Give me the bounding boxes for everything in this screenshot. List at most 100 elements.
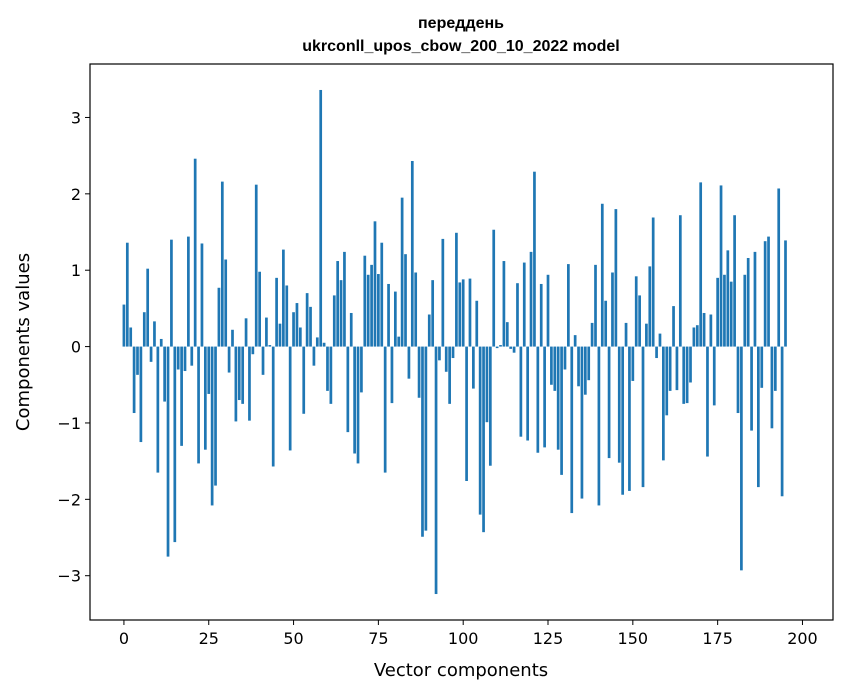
bar-137 (587, 346, 591, 381)
bar-6 (142, 312, 146, 347)
bar-73 (370, 264, 373, 347)
bar-7 (146, 268, 150, 347)
bar-17 (180, 346, 183, 446)
bar-31 (227, 346, 231, 373)
bar-119 (526, 346, 530, 441)
bar-61 (329, 346, 333, 404)
bar-174 (712, 346, 716, 406)
bar-1 (125, 242, 129, 347)
bar-75 (377, 274, 380, 347)
bar-85 (410, 160, 414, 347)
bar-30 (224, 259, 228, 347)
bar-147 (621, 346, 625, 495)
bar-150 (631, 346, 635, 381)
bar-2 (129, 327, 133, 347)
bar-15 (173, 346, 177, 543)
bar-49 (288, 346, 292, 451)
bar-167 (689, 346, 692, 383)
bar-120 (529, 251, 533, 347)
bar-14 (170, 239, 173, 347)
bar-79 (390, 346, 394, 404)
bar-154 (645, 323, 648, 347)
bar-21 (193, 158, 197, 347)
bar-185 (750, 346, 753, 431)
bar-46 (278, 323, 282, 347)
bar-42 (265, 317, 268, 347)
bar-178 (726, 250, 730, 347)
bar-114 (509, 346, 513, 349)
bar-81 (397, 336, 401, 347)
bar-176 (719, 185, 723, 347)
bar-161 (668, 346, 672, 391)
bar-102 (468, 278, 472, 347)
bar-140 (597, 346, 601, 506)
bar-115 (512, 346, 516, 353)
bar-55 (309, 306, 312, 347)
bar-105 (478, 346, 482, 515)
bar-159 (662, 346, 665, 461)
bar-97 (451, 346, 455, 359)
bar-104 (475, 300, 479, 347)
bar-129 (560, 346, 563, 475)
bar-124 (543, 346, 546, 448)
x-tick-label: 50 (283, 629, 303, 648)
bar-57 (315, 337, 319, 347)
bar-0 (122, 304, 126, 347)
bar-77 (383, 346, 387, 473)
bar-8 (149, 346, 153, 362)
bar-123 (539, 283, 543, 347)
bar-60 (326, 346, 329, 391)
bar-5 (139, 346, 143, 443)
y-axis-label: Components values (13, 253, 34, 431)
bar-108 (488, 346, 492, 466)
bar-4 (136, 346, 139, 375)
bar-63 (336, 261, 340, 347)
bar-72 (366, 274, 370, 347)
bar-36 (244, 318, 248, 347)
y-tick-label: −3 (57, 567, 81, 586)
bar-54 (305, 293, 309, 347)
bar-23 (200, 243, 204, 347)
bar-98 (455, 232, 458, 347)
y-tick-label: −2 (57, 490, 81, 509)
bar-189 (763, 241, 767, 347)
bar-84 (407, 346, 411, 379)
bar-70 (360, 346, 363, 393)
bar-3 (132, 346, 136, 414)
bars-group (122, 89, 787, 595)
bar-58 (319, 89, 323, 347)
bar-146 (617, 346, 621, 463)
bar-94 (441, 238, 445, 347)
bar-183 (743, 274, 747, 347)
bar-107 (485, 346, 489, 423)
bar-187 (757, 346, 760, 488)
x-tick-label: 150 (618, 629, 649, 648)
bar-136 (583, 346, 587, 395)
bar-134 (577, 346, 580, 387)
bar-177 (723, 274, 726, 347)
bar-117 (519, 346, 523, 437)
bar-96 (448, 346, 451, 404)
bar-130 (563, 346, 567, 370)
bar-19 (187, 236, 190, 347)
bar-162 (672, 306, 675, 347)
bar-128 (556, 346, 560, 450)
bar-83 (404, 254, 407, 347)
chart-title-line2: ukrconll_upos_cbow_200_10_2022 model (302, 38, 619, 55)
bar-175 (716, 277, 719, 347)
x-tick-label: 75 (368, 629, 388, 648)
y-tick-label: 2 (71, 185, 81, 204)
bar-103 (472, 346, 475, 389)
x-tick-label: 25 (199, 629, 219, 648)
bar-168 (692, 327, 696, 347)
bar-45 (275, 277, 278, 347)
bar-156 (651, 217, 655, 347)
bar-48 (285, 285, 289, 347)
bar-111 (499, 345, 502, 347)
bar-151 (634, 276, 638, 347)
bar-173 (709, 314, 713, 347)
x-tick-label: 175 (702, 629, 733, 648)
bar-95 (444, 346, 448, 372)
bar-74 (373, 221, 377, 347)
bar-82 (400, 197, 404, 347)
